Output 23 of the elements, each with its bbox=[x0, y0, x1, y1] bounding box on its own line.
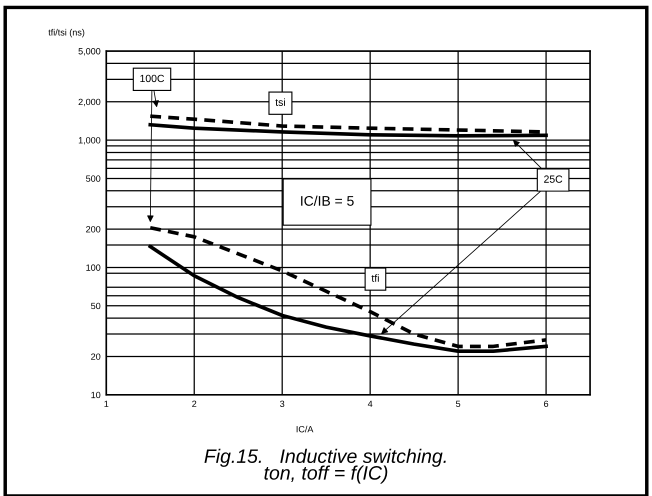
y-tick-label: 10 bbox=[91, 392, 100, 398]
y-tick-label: 2,000 bbox=[78, 98, 100, 106]
annotation: tsi bbox=[275, 98, 285, 106]
y-tick-label: 500 bbox=[86, 175, 100, 182]
x-tick-label: 4 bbox=[368, 400, 372, 407]
annotation: IC/IB = 5 bbox=[301, 196, 354, 206]
text: Fig.15. Inductive switching. ton, toff = f(IC) bbox=[204, 448, 446, 484]
y-tick-label: 200 bbox=[86, 226, 100, 232]
y-tick-label: 50 bbox=[91, 302, 100, 310]
y-axis-title: tfi/tsi (ns) bbox=[48, 28, 84, 38]
x-tick-label: 2 bbox=[192, 400, 196, 407]
annotation: 100C bbox=[140, 74, 164, 82]
x-tick-label: 5 bbox=[456, 400, 460, 408]
x-tick-label: 1 bbox=[104, 400, 108, 407]
x-axis-title: IC/A bbox=[296, 426, 314, 432]
annotation: tfi bbox=[372, 274, 379, 282]
annotation: 25C bbox=[544, 175, 562, 183]
y-tick-label: 100 bbox=[86, 264, 100, 271]
x-tick-label: 3 bbox=[280, 400, 284, 408]
y-tick-label: 20 bbox=[91, 353, 100, 360]
y-tick-label: 5,000 bbox=[78, 48, 100, 56]
x-tick-label: 6 bbox=[544, 400, 548, 408]
y-tick-label: 1,000 bbox=[78, 137, 100, 145]
